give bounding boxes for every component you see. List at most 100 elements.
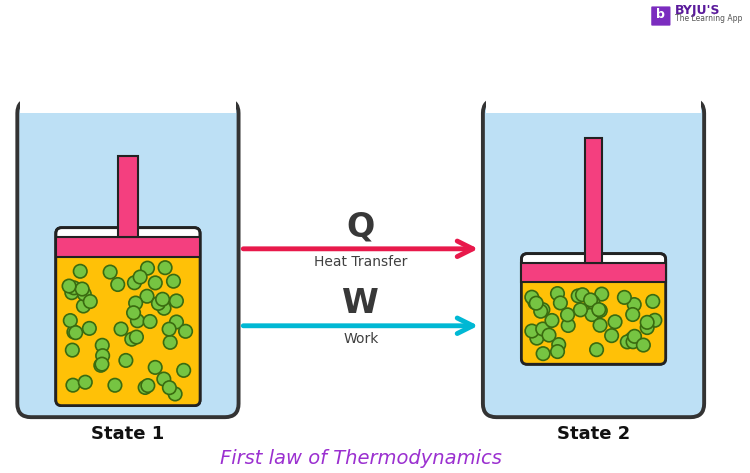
Text: Heat Transfer: Heat Transfer	[314, 254, 407, 269]
Ellipse shape	[545, 314, 559, 327]
Ellipse shape	[170, 294, 183, 307]
Bar	[56, 237, 200, 256]
Ellipse shape	[74, 264, 87, 278]
Ellipse shape	[65, 343, 79, 357]
Ellipse shape	[141, 262, 154, 275]
Ellipse shape	[68, 281, 81, 295]
Ellipse shape	[550, 345, 564, 359]
Text: First law of Thermodynamics: First law of Thermodynamics	[220, 449, 502, 468]
Ellipse shape	[148, 276, 162, 289]
Ellipse shape	[552, 338, 566, 351]
Ellipse shape	[640, 315, 654, 329]
FancyBboxPatch shape	[483, 100, 704, 417]
Ellipse shape	[593, 318, 607, 332]
Ellipse shape	[141, 379, 154, 392]
Ellipse shape	[620, 335, 634, 349]
Ellipse shape	[626, 308, 640, 321]
Ellipse shape	[584, 293, 597, 307]
Ellipse shape	[536, 322, 550, 336]
Bar	[485, 95, 701, 113]
Ellipse shape	[648, 314, 662, 327]
Ellipse shape	[542, 328, 556, 342]
Ellipse shape	[605, 329, 618, 342]
FancyBboxPatch shape	[56, 228, 200, 406]
Bar	[118, 156, 137, 237]
Text: State 2: State 2	[557, 425, 630, 443]
Ellipse shape	[528, 296, 542, 309]
Ellipse shape	[178, 324, 192, 338]
Ellipse shape	[163, 381, 176, 394]
Bar	[118, 156, 137, 237]
Ellipse shape	[139, 381, 152, 394]
Ellipse shape	[94, 359, 107, 372]
Text: State 1: State 1	[92, 425, 164, 443]
Ellipse shape	[119, 354, 133, 367]
Ellipse shape	[170, 315, 183, 329]
Ellipse shape	[628, 330, 641, 343]
Ellipse shape	[640, 321, 654, 334]
Bar	[585, 138, 602, 263]
Ellipse shape	[550, 287, 564, 300]
Ellipse shape	[158, 302, 171, 315]
Ellipse shape	[134, 270, 147, 284]
Ellipse shape	[64, 314, 77, 327]
Ellipse shape	[76, 282, 89, 296]
Ellipse shape	[590, 343, 603, 357]
Ellipse shape	[148, 361, 162, 374]
Ellipse shape	[152, 297, 165, 310]
Bar	[585, 138, 602, 263]
Ellipse shape	[128, 276, 141, 289]
Ellipse shape	[129, 296, 142, 310]
Ellipse shape	[95, 358, 109, 371]
Ellipse shape	[618, 290, 631, 304]
Ellipse shape	[626, 335, 640, 349]
Ellipse shape	[164, 336, 177, 349]
Ellipse shape	[536, 347, 550, 360]
Ellipse shape	[576, 288, 590, 301]
Ellipse shape	[586, 296, 599, 309]
Ellipse shape	[595, 288, 608, 301]
Ellipse shape	[536, 303, 550, 316]
Bar	[521, 263, 666, 282]
Ellipse shape	[163, 323, 176, 336]
Ellipse shape	[628, 298, 641, 311]
Text: W: W	[342, 287, 380, 320]
Ellipse shape	[157, 372, 170, 386]
Text: Work: Work	[343, 332, 379, 346]
Ellipse shape	[62, 280, 76, 293]
Ellipse shape	[69, 326, 82, 340]
Text: b: b	[656, 8, 665, 21]
Ellipse shape	[562, 319, 575, 332]
Ellipse shape	[65, 286, 79, 299]
Ellipse shape	[530, 297, 543, 310]
Ellipse shape	[525, 324, 538, 338]
FancyBboxPatch shape	[651, 7, 670, 26]
Ellipse shape	[127, 306, 140, 319]
Ellipse shape	[95, 339, 109, 352]
Ellipse shape	[646, 295, 659, 308]
Ellipse shape	[68, 325, 81, 339]
Ellipse shape	[561, 308, 574, 322]
Ellipse shape	[626, 332, 639, 346]
Ellipse shape	[158, 261, 172, 274]
Ellipse shape	[83, 295, 97, 308]
Ellipse shape	[572, 289, 585, 303]
Ellipse shape	[140, 289, 154, 303]
Bar	[57, 256, 199, 405]
Text: The Learning App: The Learning App	[675, 14, 742, 23]
Ellipse shape	[593, 304, 607, 317]
Ellipse shape	[166, 274, 180, 288]
Text: BYJU'S: BYJU'S	[675, 4, 721, 17]
Ellipse shape	[592, 303, 605, 316]
Ellipse shape	[114, 322, 128, 336]
Ellipse shape	[525, 290, 538, 304]
Ellipse shape	[530, 332, 544, 345]
Ellipse shape	[130, 314, 144, 327]
Bar	[20, 95, 235, 113]
Ellipse shape	[574, 303, 587, 316]
Ellipse shape	[130, 330, 143, 344]
Bar	[521, 263, 666, 282]
Ellipse shape	[108, 378, 122, 392]
Ellipse shape	[66, 378, 80, 392]
FancyBboxPatch shape	[521, 254, 666, 364]
